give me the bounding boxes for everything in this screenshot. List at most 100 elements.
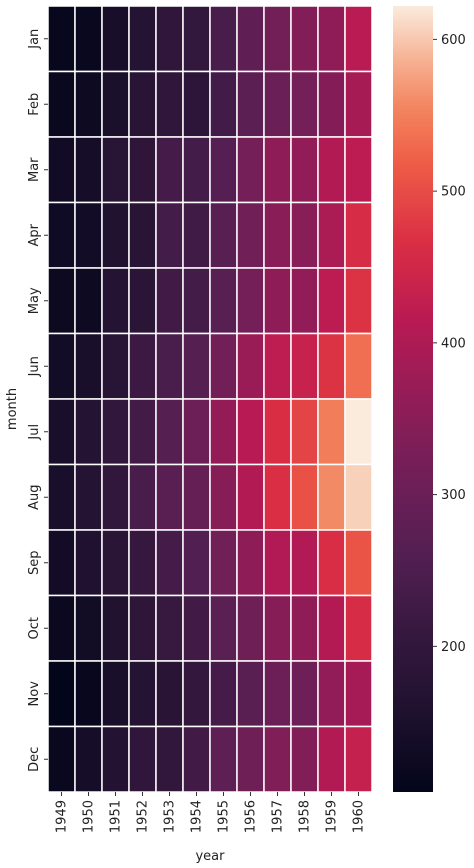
heatmap-cell xyxy=(182,136,211,204)
colorbar-gradient xyxy=(393,6,433,792)
x-tick-label: 1954 xyxy=(190,800,205,833)
colorbar-tick-label: 500 xyxy=(441,185,466,200)
heatmap-cell xyxy=(155,332,184,400)
x-tick-label: 1958 xyxy=(298,800,313,833)
heatmap-cell xyxy=(263,136,292,204)
y-tick-label: Sep xyxy=(27,550,42,575)
heatmap-cell xyxy=(101,332,130,400)
heatmap-cell xyxy=(236,725,265,793)
heatmap-cell xyxy=(263,267,292,335)
heatmap-cell xyxy=(128,136,157,204)
heatmap-cell xyxy=(263,529,292,597)
heatmap-cell xyxy=(236,5,265,73)
heatmap-cell xyxy=(155,529,184,597)
heatmap-cell xyxy=(128,267,157,335)
heatmap-cell xyxy=(182,5,211,73)
y-tick-label: Oct xyxy=(27,617,42,639)
y-tick-label: Apr xyxy=(27,223,42,246)
heatmap-cell xyxy=(128,5,157,73)
heatmap-cell xyxy=(236,594,265,662)
heatmap-cell xyxy=(182,463,211,531)
heatmap-cell xyxy=(344,594,373,662)
heatmap-cell xyxy=(290,332,319,400)
heatmap-cell xyxy=(263,725,292,793)
x-tick-label: 1956 xyxy=(244,800,259,833)
heatmap-cell xyxy=(101,5,130,73)
heatmap-cell xyxy=(47,725,76,793)
y-tick-label: Jun xyxy=(27,356,42,377)
heatmap-cell xyxy=(236,267,265,335)
heatmap-cell xyxy=(290,267,319,335)
heatmap-cell xyxy=(155,725,184,793)
heatmap-cell xyxy=(155,463,184,531)
heatmap-cell xyxy=(74,398,103,466)
heatmap-cell xyxy=(344,201,373,269)
y-tick-label: Mar xyxy=(27,157,42,182)
x-tick-label: 1950 xyxy=(82,800,97,833)
heatmap-cell xyxy=(155,398,184,466)
heatmap-cell xyxy=(128,70,157,138)
colorbar-tick-label: 300 xyxy=(441,488,466,503)
heatmap-cell xyxy=(290,660,319,728)
heatmap-cell xyxy=(209,529,238,597)
heatmap-cell xyxy=(101,398,130,466)
heatmap-cell xyxy=(47,398,76,466)
heatmap-cell xyxy=(317,267,346,335)
y-tick-label: May xyxy=(27,287,42,314)
heatmap-cell xyxy=(128,332,157,400)
heatmap-cell xyxy=(317,398,346,466)
heatmap-cell xyxy=(182,398,211,466)
heatmap-cell xyxy=(182,660,211,728)
heatmap-cell xyxy=(344,660,373,728)
heatmap-cell xyxy=(74,267,103,335)
heatmap-cell xyxy=(290,529,319,597)
heatmap-cell xyxy=(209,201,238,269)
heatmap-cell xyxy=(47,267,76,335)
heatmap-cell xyxy=(344,725,373,793)
heatmap-cell xyxy=(155,267,184,335)
heatmap-cell xyxy=(236,136,265,204)
heatmap-cell xyxy=(101,529,130,597)
heatmap-cell xyxy=(317,70,346,138)
heatmap-cell xyxy=(74,725,103,793)
heatmap-cell xyxy=(344,463,373,531)
heatmap-cell xyxy=(182,332,211,400)
heatmap-cell xyxy=(74,70,103,138)
heatmap-cell xyxy=(74,463,103,531)
heatmap-cell xyxy=(209,136,238,204)
heatmap-cell xyxy=(317,201,346,269)
heatmap-cells xyxy=(47,5,373,793)
heatmap-cell xyxy=(128,594,157,662)
heatmap-cell xyxy=(317,660,346,728)
heatmap-cell xyxy=(47,70,76,138)
heatmap-cell xyxy=(155,5,184,73)
heatmap-cell xyxy=(47,529,76,597)
y-tick-label: Dec xyxy=(27,747,42,772)
heatmap-cell xyxy=(209,398,238,466)
heatmap-cell xyxy=(182,201,211,269)
heatmap-cell xyxy=(317,725,346,793)
heatmap-cell xyxy=(128,201,157,269)
heatmap-cell xyxy=(155,70,184,138)
heatmap-cell xyxy=(74,660,103,728)
heatmap-cell xyxy=(290,201,319,269)
heatmap-cell xyxy=(263,332,292,400)
heatmap-cell xyxy=(182,267,211,335)
heatmap-cell xyxy=(317,594,346,662)
heatmap-cell xyxy=(236,70,265,138)
x-tick-label: 1957 xyxy=(271,800,286,833)
heatmap-cell xyxy=(263,398,292,466)
heatmap-cell xyxy=(317,136,346,204)
heatmap-cell xyxy=(236,332,265,400)
heatmap-cell xyxy=(155,594,184,662)
y-tick-labels: Jan Feb Mar Apr May Jun Jul Aug Sep Oct Nov Dec xyxy=(27,29,48,772)
heatmap-cell xyxy=(182,70,211,138)
colorbar: 200 300 400 500 600 xyxy=(393,6,466,792)
heatmap-cell xyxy=(155,201,184,269)
x-tick-label: 1952 xyxy=(136,800,151,833)
heatmap-cell xyxy=(209,660,238,728)
heatmap-cell xyxy=(290,398,319,466)
heatmap-cell xyxy=(101,725,130,793)
heatmap-cell xyxy=(47,136,76,204)
heatmap-cell xyxy=(209,70,238,138)
